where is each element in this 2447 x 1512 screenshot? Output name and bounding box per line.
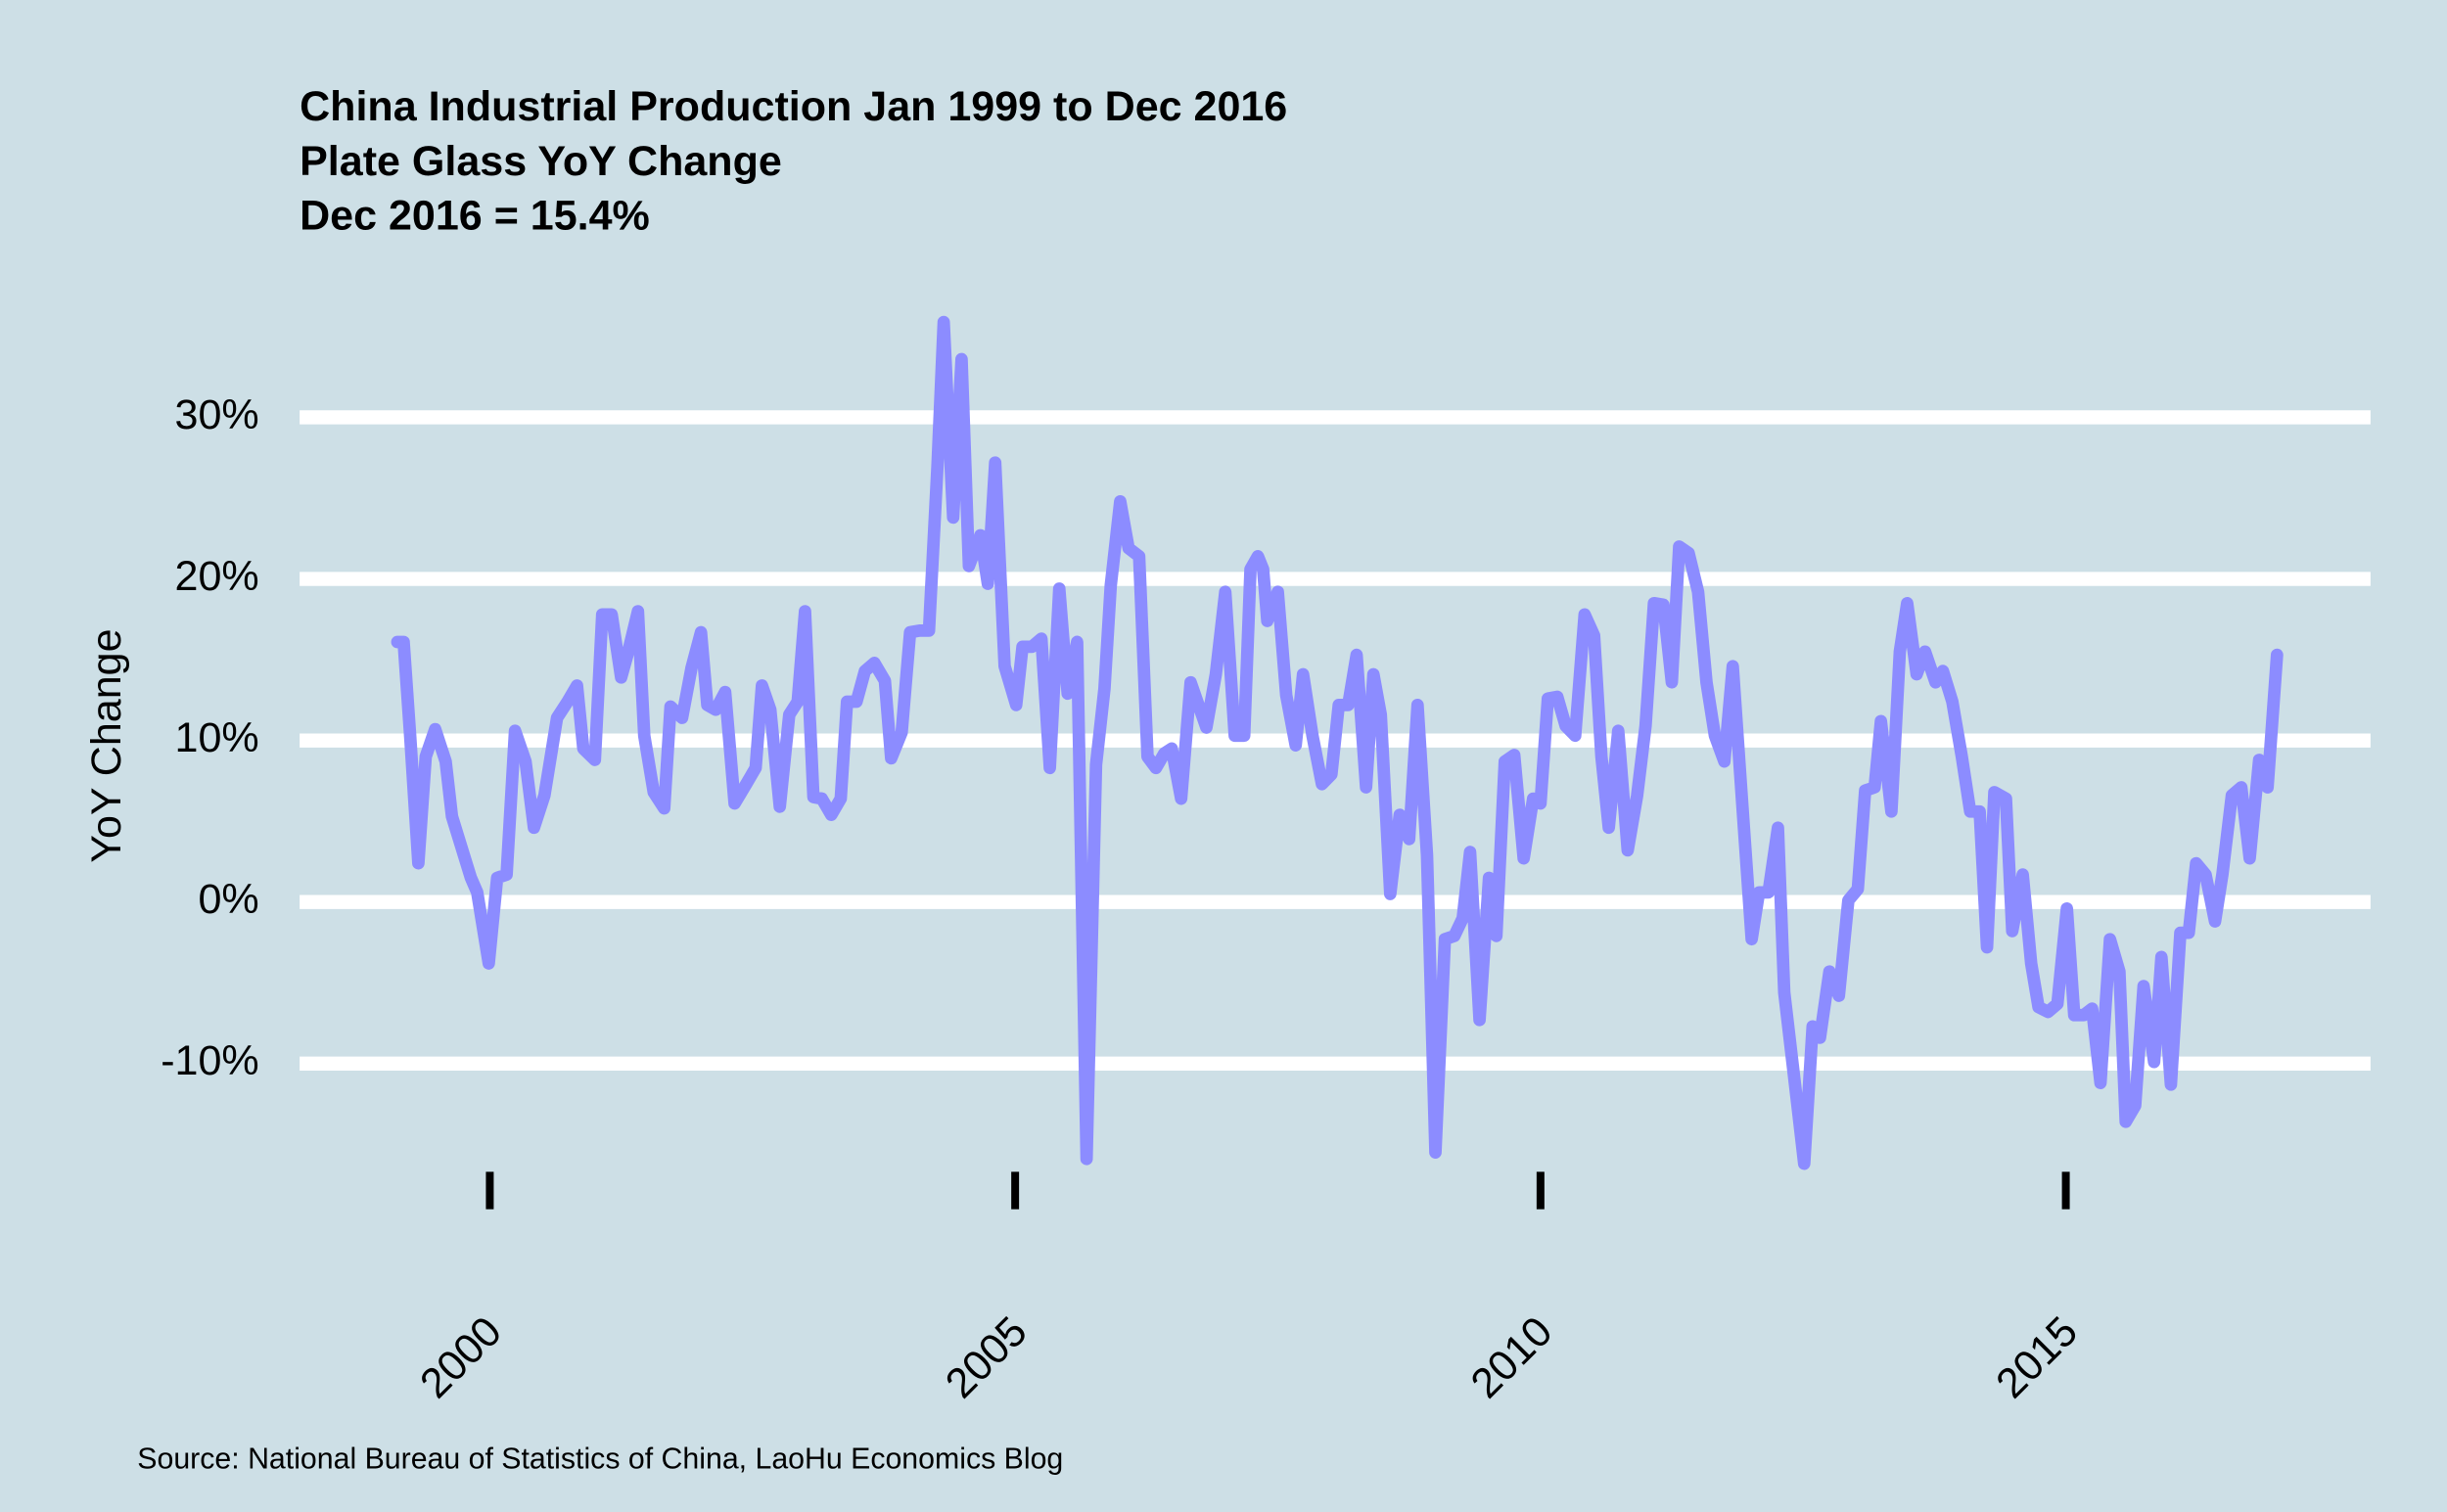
chart-subtitle: Plate Glass YoY Change [300,138,782,185]
annotation: Dec 2016 = 15.4% [300,193,650,240]
y-tick-label: 0% [198,876,258,923]
chart-title: China Industrial Production Jan 1999 to … [300,83,1287,130]
y-tick-label: -10% [161,1037,258,1084]
data-line [391,315,2284,1170]
y-axis-label: YoY Change [83,628,130,862]
y-tick-label: 10% [175,714,259,761]
caption: Source: National Bureau of Statistics of… [137,1443,1063,1475]
y-tick-label: 30% [175,391,259,438]
y-tick-label: 20% [175,553,259,600]
